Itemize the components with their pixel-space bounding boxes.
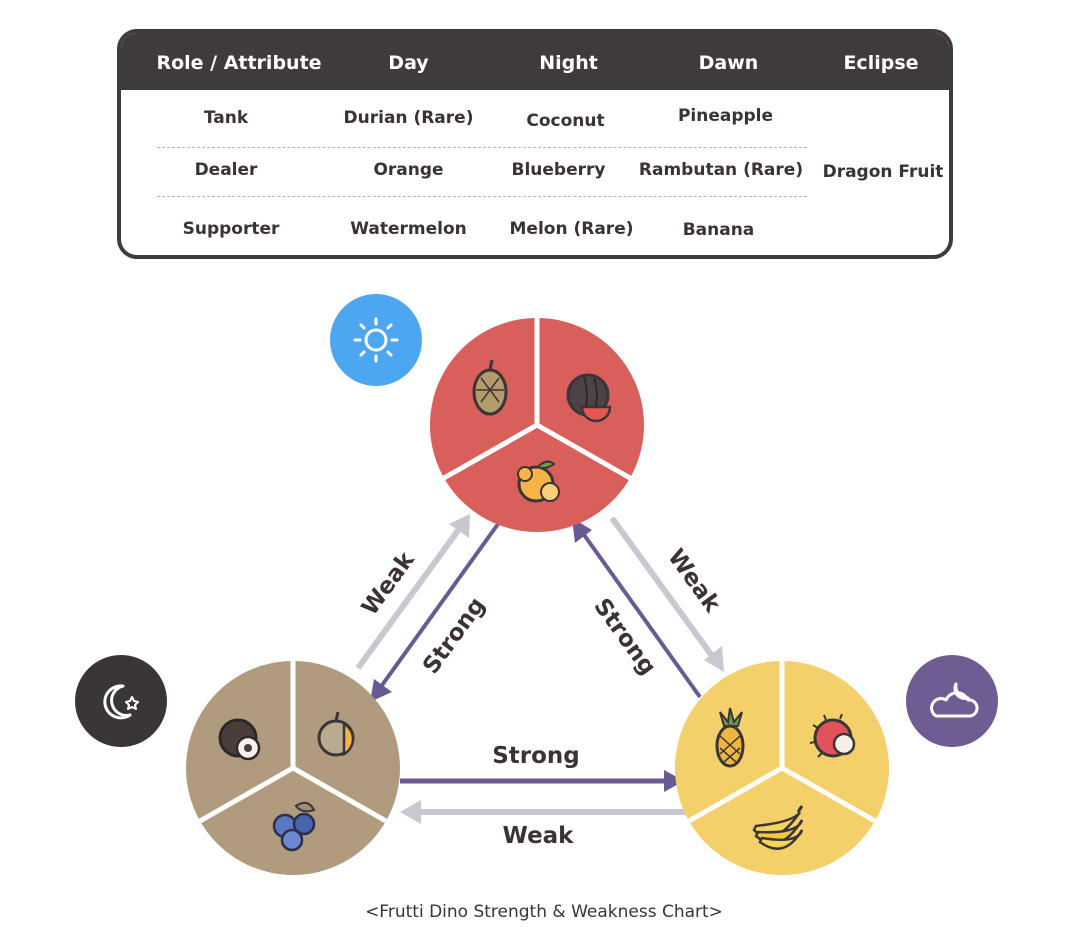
cell-dawn-dealer: Rambutan (Rare) (638, 160, 804, 180)
row-separator (157, 147, 807, 148)
rambutan-icon (809, 713, 856, 758)
weak-label-night-day: Weak (357, 547, 420, 620)
weak-label-dawn-night: Weak (503, 823, 575, 849)
strong-label-dawn-day: Strong (588, 594, 660, 680)
orange-icon (517, 460, 560, 503)
day-node (430, 318, 644, 532)
day-badge (330, 294, 422, 386)
table-header: Role / Attribute Day Night Dawn Eclipse (121, 33, 949, 90)
moon-star-icon (103, 684, 139, 720)
weak-label-day-dawn: Weak (662, 545, 725, 618)
watermelon-icon (566, 373, 612, 423)
strong-arrow-night-to-dawn (400, 770, 684, 792)
pineapple-icon (715, 707, 745, 768)
weak-arrow-night-to-day (355, 514, 470, 670)
header-day: Day (388, 52, 429, 74)
cell-dawn-tank: Pineapple (677, 106, 774, 126)
blueberry-icon (272, 801, 316, 852)
night-node (186, 661, 400, 875)
strong-label-night-dawn: Strong (492, 743, 580, 769)
melon-icon (317, 711, 355, 757)
cell-day-dealer: Orange (373, 160, 444, 180)
weak-arrow-day-to-dawn (609, 516, 724, 672)
strong-label-day-night: Strong (418, 593, 490, 679)
durian-icon (472, 359, 508, 416)
cell-role-supporter: Supporter (182, 219, 280, 239)
banana-icon (752, 805, 804, 850)
cell-night-dealer: Blueberry (511, 160, 606, 180)
header-dawn: Dawn (698, 52, 759, 74)
cloud-moon-icon (930, 682, 979, 718)
cell-night-tank: Coconut (526, 111, 605, 131)
weak-arrow-dawn-to-night (400, 800, 690, 824)
dawn-node (675, 661, 889, 875)
cell-role-dealer: Dealer (194, 160, 258, 180)
coconut-icon (218, 718, 261, 761)
cell-day-tank: Durian (Rare) (343, 108, 474, 128)
cell-night-supporter: Melon (Rare) (509, 219, 634, 239)
cell-day-supporter: Watermelon (350, 219, 467, 239)
strong-arrow-dawn-to-day (572, 518, 702, 699)
header-role-attribute: Role / Attribute (156, 52, 322, 74)
night-badge (75, 655, 167, 747)
cell-dawn-supporter: Banana (682, 220, 755, 240)
dawn-badge (906, 655, 998, 747)
header-night: Night (539, 52, 598, 74)
cell-eclipse: Dragon Fruit (822, 162, 944, 182)
header-eclipse: Eclipse (843, 52, 919, 74)
cell-role-tank: Tank (203, 108, 249, 128)
strong-arrow-day-to-night (370, 522, 500, 702)
chart-caption: <Frutti Dino Strength & Weakness Chart> (365, 902, 723, 922)
role-attribute-table: Role / Attribute Day Night Dawn Eclipse … (117, 29, 953, 259)
sun-icon (353, 317, 399, 363)
row-separator (157, 196, 807, 197)
